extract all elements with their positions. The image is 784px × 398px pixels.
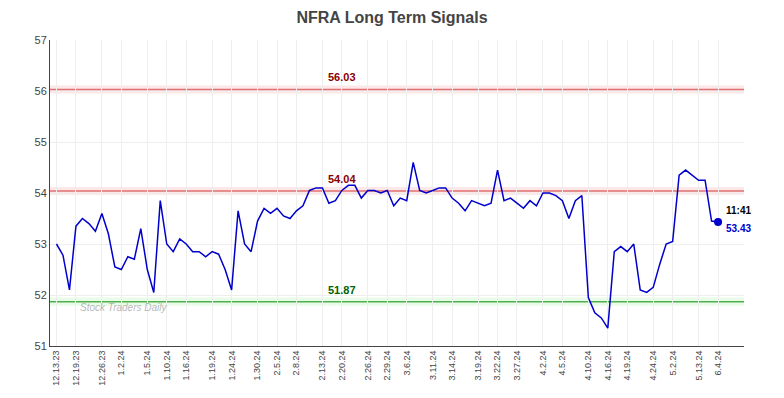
svg-text:1.2.24: 1.2.24 <box>116 351 126 376</box>
svg-text:12.13.23: 12.13.23 <box>51 351 61 386</box>
svg-text:3.11.24: 3.11.24 <box>428 351 438 380</box>
svg-text:1.30.24: 1.30.24 <box>252 351 262 381</box>
svg-text:51.87: 51.87 <box>328 284 356 296</box>
svg-text:4.19.24: 4.19.24 <box>622 351 632 381</box>
svg-text:56.03: 56.03 <box>328 71 356 83</box>
svg-text:6.4.24: 6.4.24 <box>713 351 723 376</box>
svg-text:1.24.24: 1.24.24 <box>227 351 237 381</box>
svg-text:3.22.24: 3.22.24 <box>492 351 502 381</box>
svg-text:56: 56 <box>35 85 47 97</box>
svg-text:5.13.24: 5.13.24 <box>694 351 704 381</box>
svg-text:51: 51 <box>35 340 47 352</box>
svg-text:55: 55 <box>35 136 47 148</box>
svg-text:1.19.24: 1.19.24 <box>207 351 217 381</box>
svg-text:57: 57 <box>35 34 47 46</box>
svg-text:12.19.23: 12.19.23 <box>71 351 81 386</box>
svg-text:2.5.24: 2.5.24 <box>272 351 282 376</box>
svg-text:Stock Traders Daily: Stock Traders Daily <box>80 302 168 313</box>
svg-text:11:41: 11:41 <box>726 205 751 216</box>
svg-text:2.29.24: 2.29.24 <box>382 351 392 381</box>
svg-text:2.20.24: 2.20.24 <box>337 351 347 381</box>
svg-text:5.2.24: 5.2.24 <box>668 351 678 376</box>
svg-text:2.26.24: 2.26.24 <box>363 351 373 381</box>
svg-text:52: 52 <box>35 289 47 301</box>
svg-text:4.2.24: 4.2.24 <box>538 351 548 376</box>
svg-text:3.14.24: 3.14.24 <box>447 351 457 381</box>
svg-text:3.19.24: 3.19.24 <box>473 351 483 381</box>
svg-text:4.16.24: 4.16.24 <box>603 351 613 381</box>
svg-text:4.5.24: 4.5.24 <box>557 351 567 376</box>
svg-text:2.13.24: 2.13.24 <box>317 351 327 381</box>
svg-text:NFRA Long Term Signals: NFRA Long Term Signals <box>296 9 487 26</box>
svg-text:54.04: 54.04 <box>328 173 356 185</box>
svg-text:53.43: 53.43 <box>726 223 751 234</box>
svg-text:2.8.24: 2.8.24 <box>291 351 301 376</box>
svg-text:3.6.24: 3.6.24 <box>402 351 412 376</box>
svg-text:54: 54 <box>35 187 47 199</box>
svg-text:1.5.24: 1.5.24 <box>142 351 152 376</box>
svg-text:3.27.24: 3.27.24 <box>512 351 522 381</box>
svg-text:12.26.23: 12.26.23 <box>97 351 107 386</box>
svg-text:1.10.24: 1.10.24 <box>162 351 172 381</box>
svg-text:4.24.24: 4.24.24 <box>648 351 658 381</box>
svg-text:53: 53 <box>35 238 47 250</box>
svg-text:1.16.24: 1.16.24 <box>181 351 191 381</box>
svg-text:4.10.24: 4.10.24 <box>583 351 593 381</box>
